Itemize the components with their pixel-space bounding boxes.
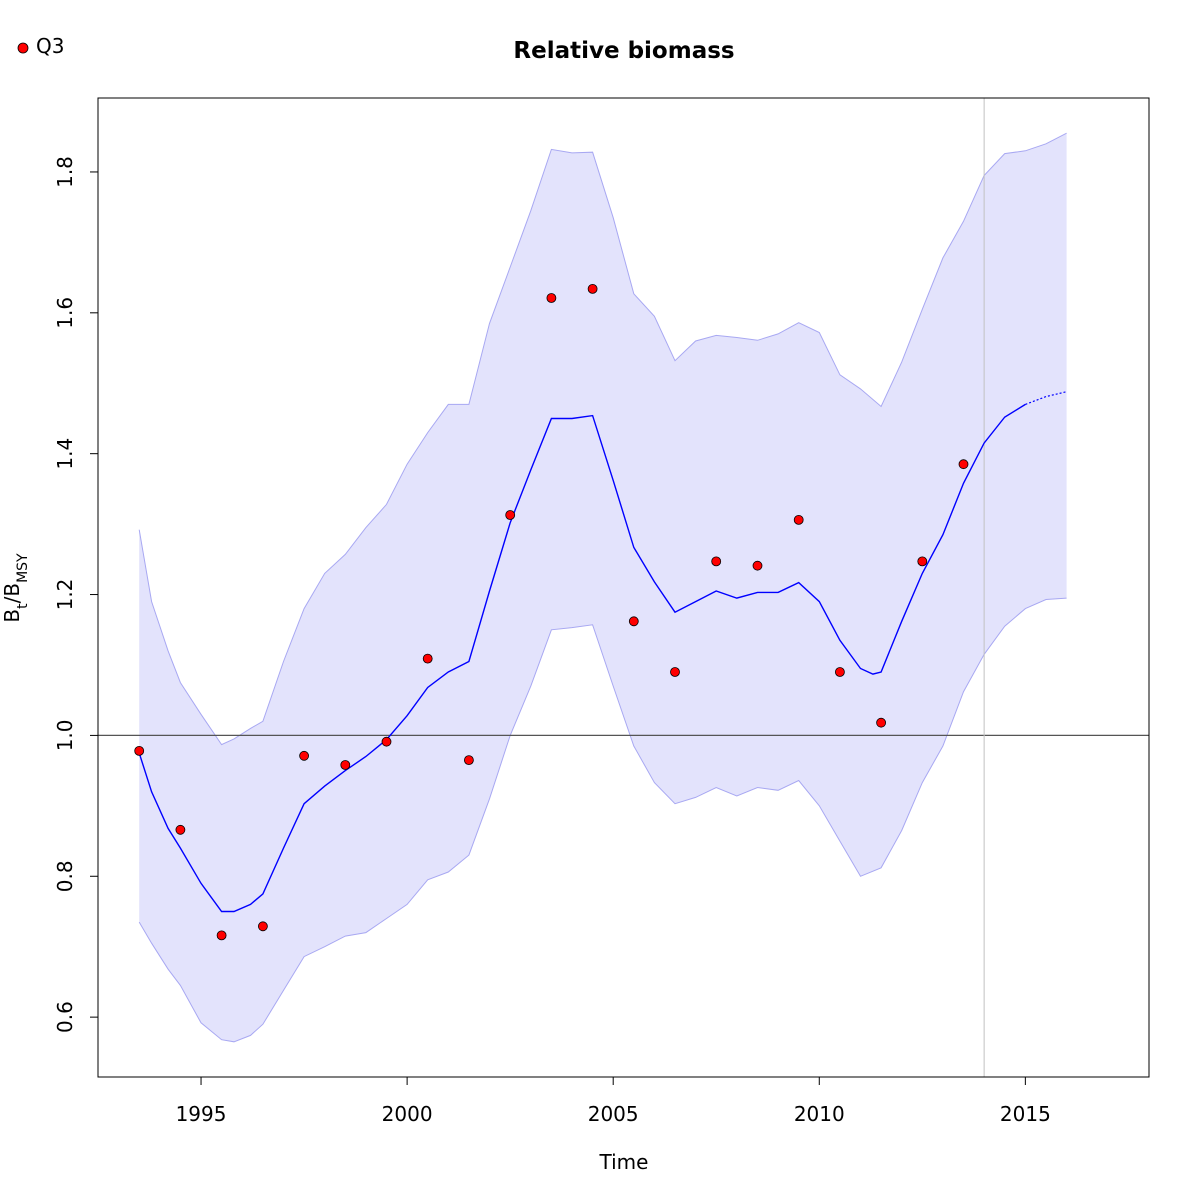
data-point: [587, 283, 598, 294]
projection-line: [1025, 391, 1067, 405]
y-tick-label: 1.0: [53, 719, 77, 751]
y-axis-title-sub2: MSY: [15, 553, 31, 583]
y-axis-title-sep: /B: [0, 583, 24, 603]
data-point: [793, 515, 804, 525]
ci-upper-line: [138, 132, 1067, 746]
x-tick-label: 2005: [588, 1102, 639, 1126]
data-point: [711, 556, 722, 567]
y-tick-label: 1.4: [53, 438, 77, 470]
confidence-band: [139, 133, 1067, 1042]
y-tick-label: 0.6: [53, 1001, 77, 1033]
ci-lower-line: [138, 597, 1067, 1043]
data-point: [505, 510, 516, 520]
data-point: [257, 921, 268, 932]
data-point: [958, 459, 969, 470]
x-axis: 1995 2000 2005 2010 2015: [176, 1077, 1051, 1126]
y-axis-title: Bt/BMSY: [0, 553, 31, 623]
data-point: [917, 556, 928, 567]
x-tick-label: 1995: [176, 1102, 227, 1126]
data-point: [340, 760, 351, 770]
x-tick-label: 2000: [382, 1102, 433, 1126]
legend-label-q3: Q3: [36, 34, 64, 58]
data-point: [134, 746, 145, 756]
data-point: [216, 930, 227, 941]
y-axis-title-main: B: [0, 609, 24, 623]
plot-frame: [97, 97, 1150, 1078]
estimate-line: [138, 403, 1026, 913]
y-tick-label: 1.8: [53, 156, 77, 188]
data-point: [546, 293, 557, 303]
data-point: [381, 736, 392, 747]
plot-area: [98, 98, 1149, 1077]
data-point: [835, 667, 845, 677]
x-axis-title: Time: [599, 1150, 649, 1174]
x-tick-label: 2010: [794, 1102, 845, 1126]
y-axis-title-sub1: t: [15, 603, 31, 609]
y-tick-label: 1.2: [53, 579, 77, 611]
data-point: [175, 824, 186, 835]
data-point: [670, 667, 680, 677]
chart-title: Relative biomass: [513, 38, 734, 64]
data-point: [876, 717, 886, 728]
y-axis: 0.6 0.8 1.0 1.2 1.4 1.6 1.8: [53, 156, 98, 1033]
data-point: [628, 616, 639, 627]
legend-marker-q3: [17, 42, 29, 54]
data-point: [422, 653, 433, 664]
y-tick-label: 1.6: [53, 297, 77, 329]
legend: Q3: [17, 34, 64, 58]
data-point: [299, 750, 310, 761]
data-point: [752, 560, 763, 571]
y-tick-label: 0.8: [53, 860, 77, 892]
x-tick-label: 2015: [1000, 1102, 1051, 1126]
data-point: [463, 755, 474, 765]
